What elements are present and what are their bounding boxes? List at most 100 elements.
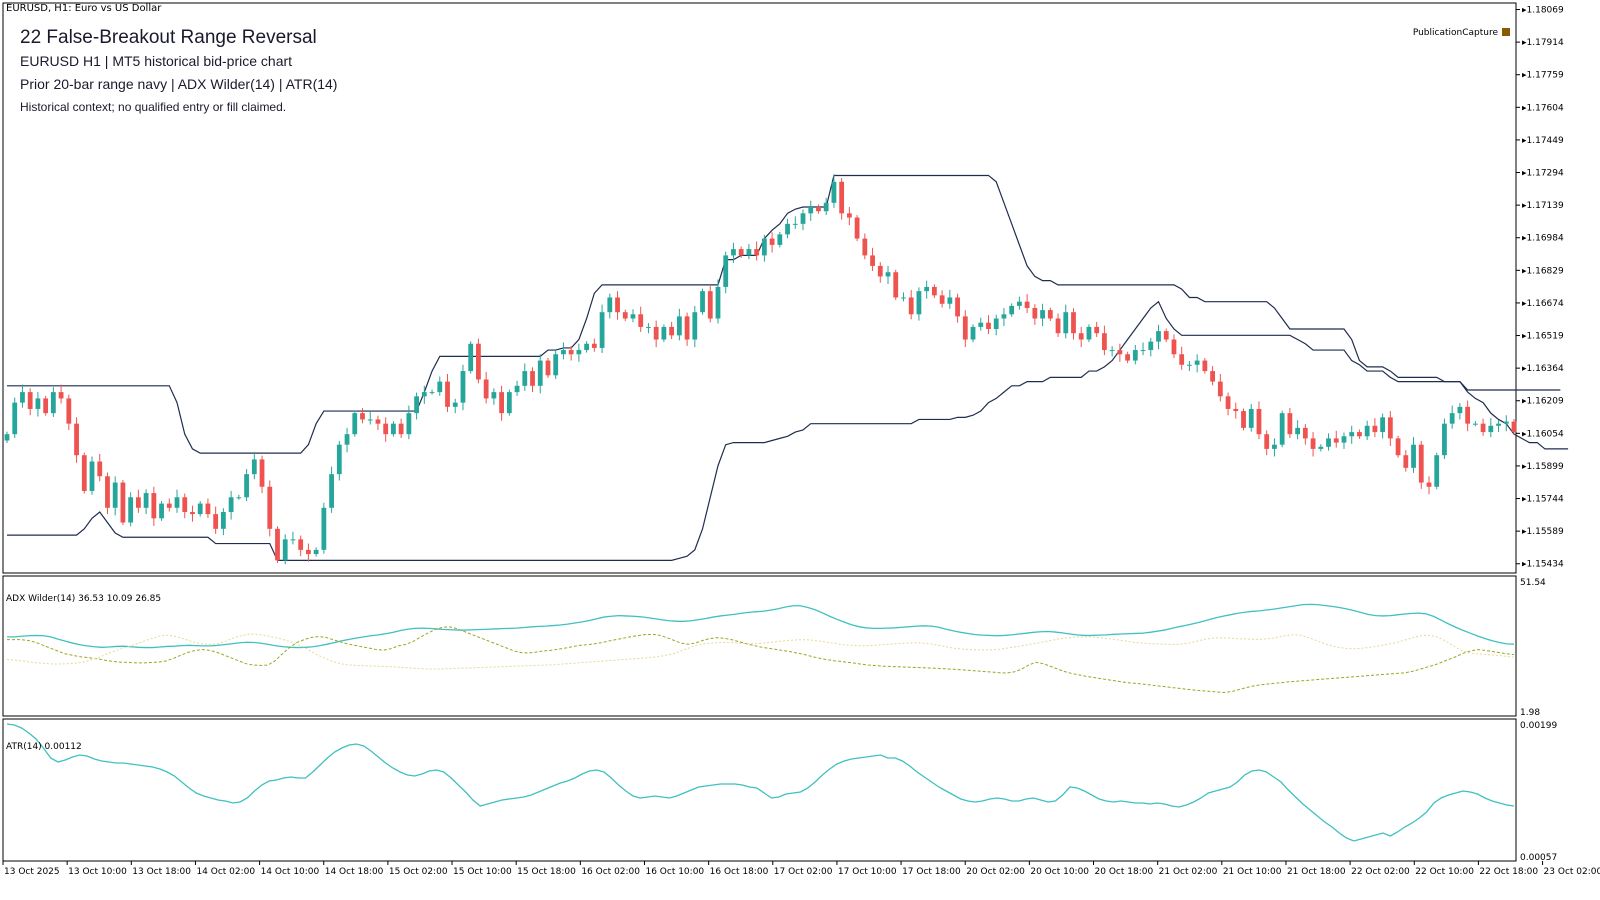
price-tick-label: ▸1.16364: [1522, 364, 1564, 374]
candle-body: [1132, 350, 1138, 361]
price-tick-label: ▸1.16829: [1522, 266, 1564, 276]
candle-body: [761, 238, 767, 256]
candle-body: [1102, 333, 1107, 351]
candle-body: [545, 360, 551, 376]
candle-body: [50, 392, 56, 414]
candle-body: [792, 223, 798, 225]
candle-body: [584, 343, 590, 351]
price-tick-label: ▸1.17604: [1522, 103, 1564, 113]
atr-tick-label: 0.00057: [1520, 853, 1557, 863]
candle-body: [707, 291, 713, 319]
time-axis: 13 Oct 2025 13 Oct 10:00 13 Oct 18:00 14 Oc…: [2, 861, 1600, 877]
candle-body: [290, 539, 296, 541]
candle-body: [375, 419, 381, 424]
candle-body: [1171, 339, 1177, 355]
candle-body: [561, 350, 566, 355]
candle-body: [653, 326, 659, 340]
candle-body: [313, 549, 319, 555]
candle-body: [128, 497, 134, 523]
plus-di-line: [7, 626, 1515, 693]
price-tick-label: ▸1.15589: [1522, 527, 1564, 537]
price-axis: ▸1.18069 ▸1.17914 ▸1.17759 ▸1.17604 ▸1.17449…: [1516, 6, 1564, 863]
candle-body: [885, 272, 891, 277]
candle-body: [151, 493, 157, 519]
candle-body: [1094, 326, 1100, 334]
time-tick-label: 21 Oct 18:00: [1287, 867, 1346, 877]
candle-body: [800, 213, 806, 224]
time-tick-label: 13 Oct 2025: [4, 867, 60, 877]
candle-body: [1140, 350, 1146, 352]
candle-body: [81, 455, 87, 491]
candle-body: [591, 343, 597, 348]
candle-body: [993, 318, 999, 330]
candle-body: [1434, 455, 1440, 487]
time-tick-label: 21 Oct 10:00: [1223, 867, 1282, 877]
candle-body: [452, 402, 458, 407]
candle-body: [599, 312, 605, 348]
candle-body: [839, 181, 845, 214]
candle-body: [731, 249, 736, 256]
candle-body: [1295, 427, 1301, 435]
candle-body: [97, 461, 103, 477]
candle-body: [1086, 326, 1092, 340]
price-tick-label: ▸1.16519: [1522, 332, 1564, 342]
candle-body: [298, 539, 304, 550]
time-tick-label: 14 Oct 18:00: [325, 867, 384, 877]
atr-line: [6, 723, 1515, 842]
adx-panel: [2, 575, 1517, 717]
chart-note: Historical context; no qualified entry o…: [20, 100, 287, 114]
candle-body: [1001, 314, 1007, 319]
candle-body: [1511, 421, 1517, 433]
candle-body: [514, 385, 520, 393]
candle-body: [1233, 408, 1239, 412]
candle-body: [939, 295, 945, 304]
publication-capture-label[interactable]: PublicationCapture: [1413, 28, 1510, 38]
publication-capture-text: PublicationCapture: [1412, 28, 1498, 38]
candle-body: [1302, 427, 1308, 439]
candle-body: [1248, 408, 1254, 428]
time-tick-label: 17 Oct 10:00: [838, 867, 897, 877]
candle-body: [723, 255, 729, 287]
candle-body: [846, 213, 852, 218]
candle-body: [1496, 423, 1501, 426]
adx-line: [7, 603, 1515, 649]
candle-body: [1380, 417, 1386, 433]
atr-panel: [2, 718, 1517, 862]
candle-body: [1318, 446, 1324, 449]
candle-body: [1442, 423, 1447, 456]
candle-body: [58, 392, 64, 399]
candle-body: [74, 423, 79, 456]
candle-body: [159, 503, 164, 519]
candle-body: [1024, 301, 1030, 308]
price-tick-label: ▸1.17759: [1522, 71, 1564, 81]
candle-body: [669, 326, 675, 336]
candle-body: [306, 549, 311, 555]
candle-body: [1472, 423, 1478, 425]
adx-tick-label: 51.54: [1520, 578, 1546, 588]
time-tick-label: 20 Oct 02:00: [966, 867, 1025, 877]
candle-body: [947, 297, 953, 304]
candle-body: [1279, 413, 1285, 445]
candle-body: [1449, 413, 1455, 424]
candle-body: [135, 497, 141, 508]
candle-body: [676, 316, 682, 336]
candle-body: [213, 514, 219, 529]
time-tick-label: 22 Oct 18:00: [1479, 867, 1538, 877]
price-tick-label: ▸1.16209: [1522, 397, 1564, 407]
candle-body: [769, 238, 775, 245]
candle-body: [607, 297, 613, 313]
atr-panel-label: ATR(14) 0.00112: [6, 742, 82, 752]
candle-body: [27, 392, 33, 409]
candle-body: [220, 512, 226, 529]
candle-body: [1179, 354, 1185, 365]
candle-body: [383, 423, 389, 435]
candle-body: [275, 528, 280, 561]
adx-frame: [2, 575, 1517, 717]
candle-body: [700, 291, 705, 313]
candle-body: [1272, 444, 1277, 449]
candle-body: [1040, 310, 1045, 319]
candle-body: [1225, 396, 1231, 409]
candle-body: [89, 461, 95, 491]
candle-body: [1217, 381, 1223, 397]
candle-body: [1387, 417, 1393, 439]
